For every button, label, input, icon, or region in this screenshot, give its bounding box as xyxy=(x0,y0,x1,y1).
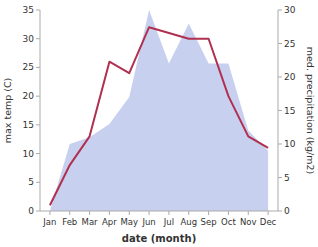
x-tick xyxy=(268,211,269,215)
x-tick-label: Oct xyxy=(221,217,236,227)
y-tick-label: 30 xyxy=(23,34,35,44)
x-tick-label: Jul xyxy=(163,217,174,227)
y2-tick-label: 0 xyxy=(284,206,290,216)
x-tick-label: Jan xyxy=(42,217,56,227)
y-tick xyxy=(36,211,40,212)
x-tick-label: Dec xyxy=(260,217,277,227)
x-tick-label: Aug xyxy=(180,217,197,227)
x-tick xyxy=(168,211,169,215)
x-axis-label: date (month) xyxy=(122,233,196,244)
y-tick-label: 25 xyxy=(23,62,34,72)
y2-tick-label: 25 xyxy=(284,39,295,49)
y-tick xyxy=(36,10,40,11)
x-tick-label: May xyxy=(120,217,138,227)
chart-container: 0 5 10 15 20 25 30 35 0 5 10 15 20 25 30 Jan Feb MarAprMa… xyxy=(0,0,318,247)
plot-area xyxy=(50,10,268,211)
x-tick-label: Mar xyxy=(82,217,99,227)
x-tick xyxy=(248,211,249,215)
x-axis-line xyxy=(40,211,278,212)
y-tick-label: 15 xyxy=(23,120,34,130)
x-tick xyxy=(188,211,189,215)
y-tick xyxy=(36,182,40,183)
x-tick xyxy=(49,211,50,215)
y2-tick-label: 10 xyxy=(284,139,296,149)
y-tick-label: 20 xyxy=(23,91,35,101)
y2-tick xyxy=(278,77,282,78)
y-axis-line xyxy=(40,10,41,211)
y2-tick-label: 5 xyxy=(284,173,290,183)
x-tick-label: Sep xyxy=(201,217,217,227)
x-tick xyxy=(228,211,229,215)
y-axis-label: max temp (C) xyxy=(2,78,13,144)
precip-area xyxy=(50,10,268,211)
x-tick-label: Feb xyxy=(62,217,77,227)
x-tick xyxy=(89,211,90,215)
x-tick xyxy=(69,211,70,215)
y-tick xyxy=(36,153,40,154)
y2-tick-label: 15 xyxy=(284,106,295,116)
x-tick-label: Nov xyxy=(240,217,257,227)
y-tick xyxy=(36,67,40,68)
x-tick xyxy=(109,211,110,215)
temp-line xyxy=(50,27,268,205)
y2-axis-label: med. precipitation (kg/m2) xyxy=(305,47,316,174)
y2-tick xyxy=(278,211,282,212)
x-tick xyxy=(149,211,150,215)
y2-tick xyxy=(278,110,282,111)
y-tick-label: 0 xyxy=(28,206,34,216)
y2-tick xyxy=(278,10,282,11)
y2-tick-label: 30 xyxy=(284,5,296,15)
y-tick xyxy=(36,38,40,39)
x-tick xyxy=(208,211,209,215)
y-tick xyxy=(36,124,40,125)
x-tick xyxy=(129,211,130,215)
y2-tick-label: 20 xyxy=(284,72,296,82)
y2-tick xyxy=(278,43,282,44)
x-tick-label: Jun xyxy=(141,217,155,227)
chart: 0 5 10 15 20 25 30 35 0 5 10 15 20 25 30 Jan Feb MarAprMa… xyxy=(0,0,318,247)
x-tick-label: Apr xyxy=(102,217,117,227)
y2-tick xyxy=(278,177,282,178)
y-tick-label: 10 xyxy=(23,149,35,159)
y-tick-label: 5 xyxy=(28,177,34,187)
y-tick xyxy=(36,96,40,97)
y2-tick xyxy=(278,144,282,145)
y-tick-label: 35 xyxy=(23,5,34,15)
